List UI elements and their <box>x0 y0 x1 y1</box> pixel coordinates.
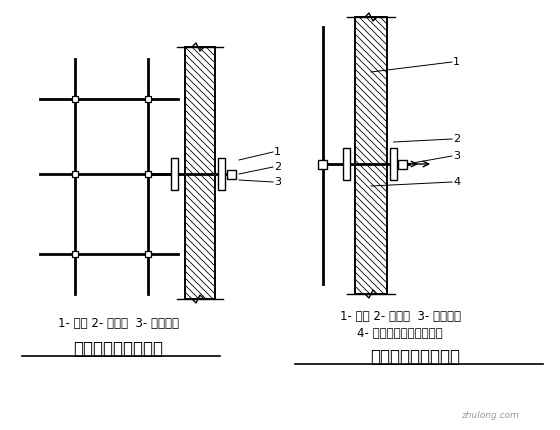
Bar <box>343 149 350 181</box>
Bar <box>398 160 407 169</box>
Bar <box>227 170 236 179</box>
Bar <box>72 172 78 178</box>
Text: 3: 3 <box>274 177 281 187</box>
Bar <box>72 252 78 258</box>
Text: 门窗洞口处的连墙点: 门窗洞口处的连墙点 <box>370 347 460 365</box>
Bar <box>145 172 151 178</box>
Text: 1- 垫木 2- 短钢管  3- 直角扣件: 1- 垫木 2- 短钢管 3- 直角扣件 <box>339 309 460 322</box>
Text: 1: 1 <box>453 57 460 67</box>
Bar <box>218 159 225 190</box>
Bar <box>390 149 397 181</box>
Bar <box>185 48 215 299</box>
Text: 2: 2 <box>453 134 460 144</box>
Text: 3: 3 <box>453 150 460 161</box>
Bar <box>185 48 215 299</box>
Text: 2: 2 <box>274 162 281 172</box>
Bar <box>355 18 387 294</box>
Text: 1: 1 <box>274 147 281 157</box>
Text: 4- 连向立柱或横向水平杆: 4- 连向立柱或横向水平杆 <box>357 326 443 339</box>
Text: 1- 垫木 2- 短钢管  3- 直角扣件: 1- 垫木 2- 短钢管 3- 直角扣件 <box>58 316 179 329</box>
Text: 双排脚手架（平面）: 双排脚手架（平面） <box>73 339 163 357</box>
Bar <box>171 159 178 190</box>
Text: 4: 4 <box>453 177 460 187</box>
Bar <box>318 160 326 169</box>
Text: zhulong.com: zhulong.com <box>461 410 519 419</box>
Bar <box>355 18 387 294</box>
Bar <box>145 252 151 258</box>
Bar <box>145 97 151 103</box>
Bar <box>72 97 78 103</box>
